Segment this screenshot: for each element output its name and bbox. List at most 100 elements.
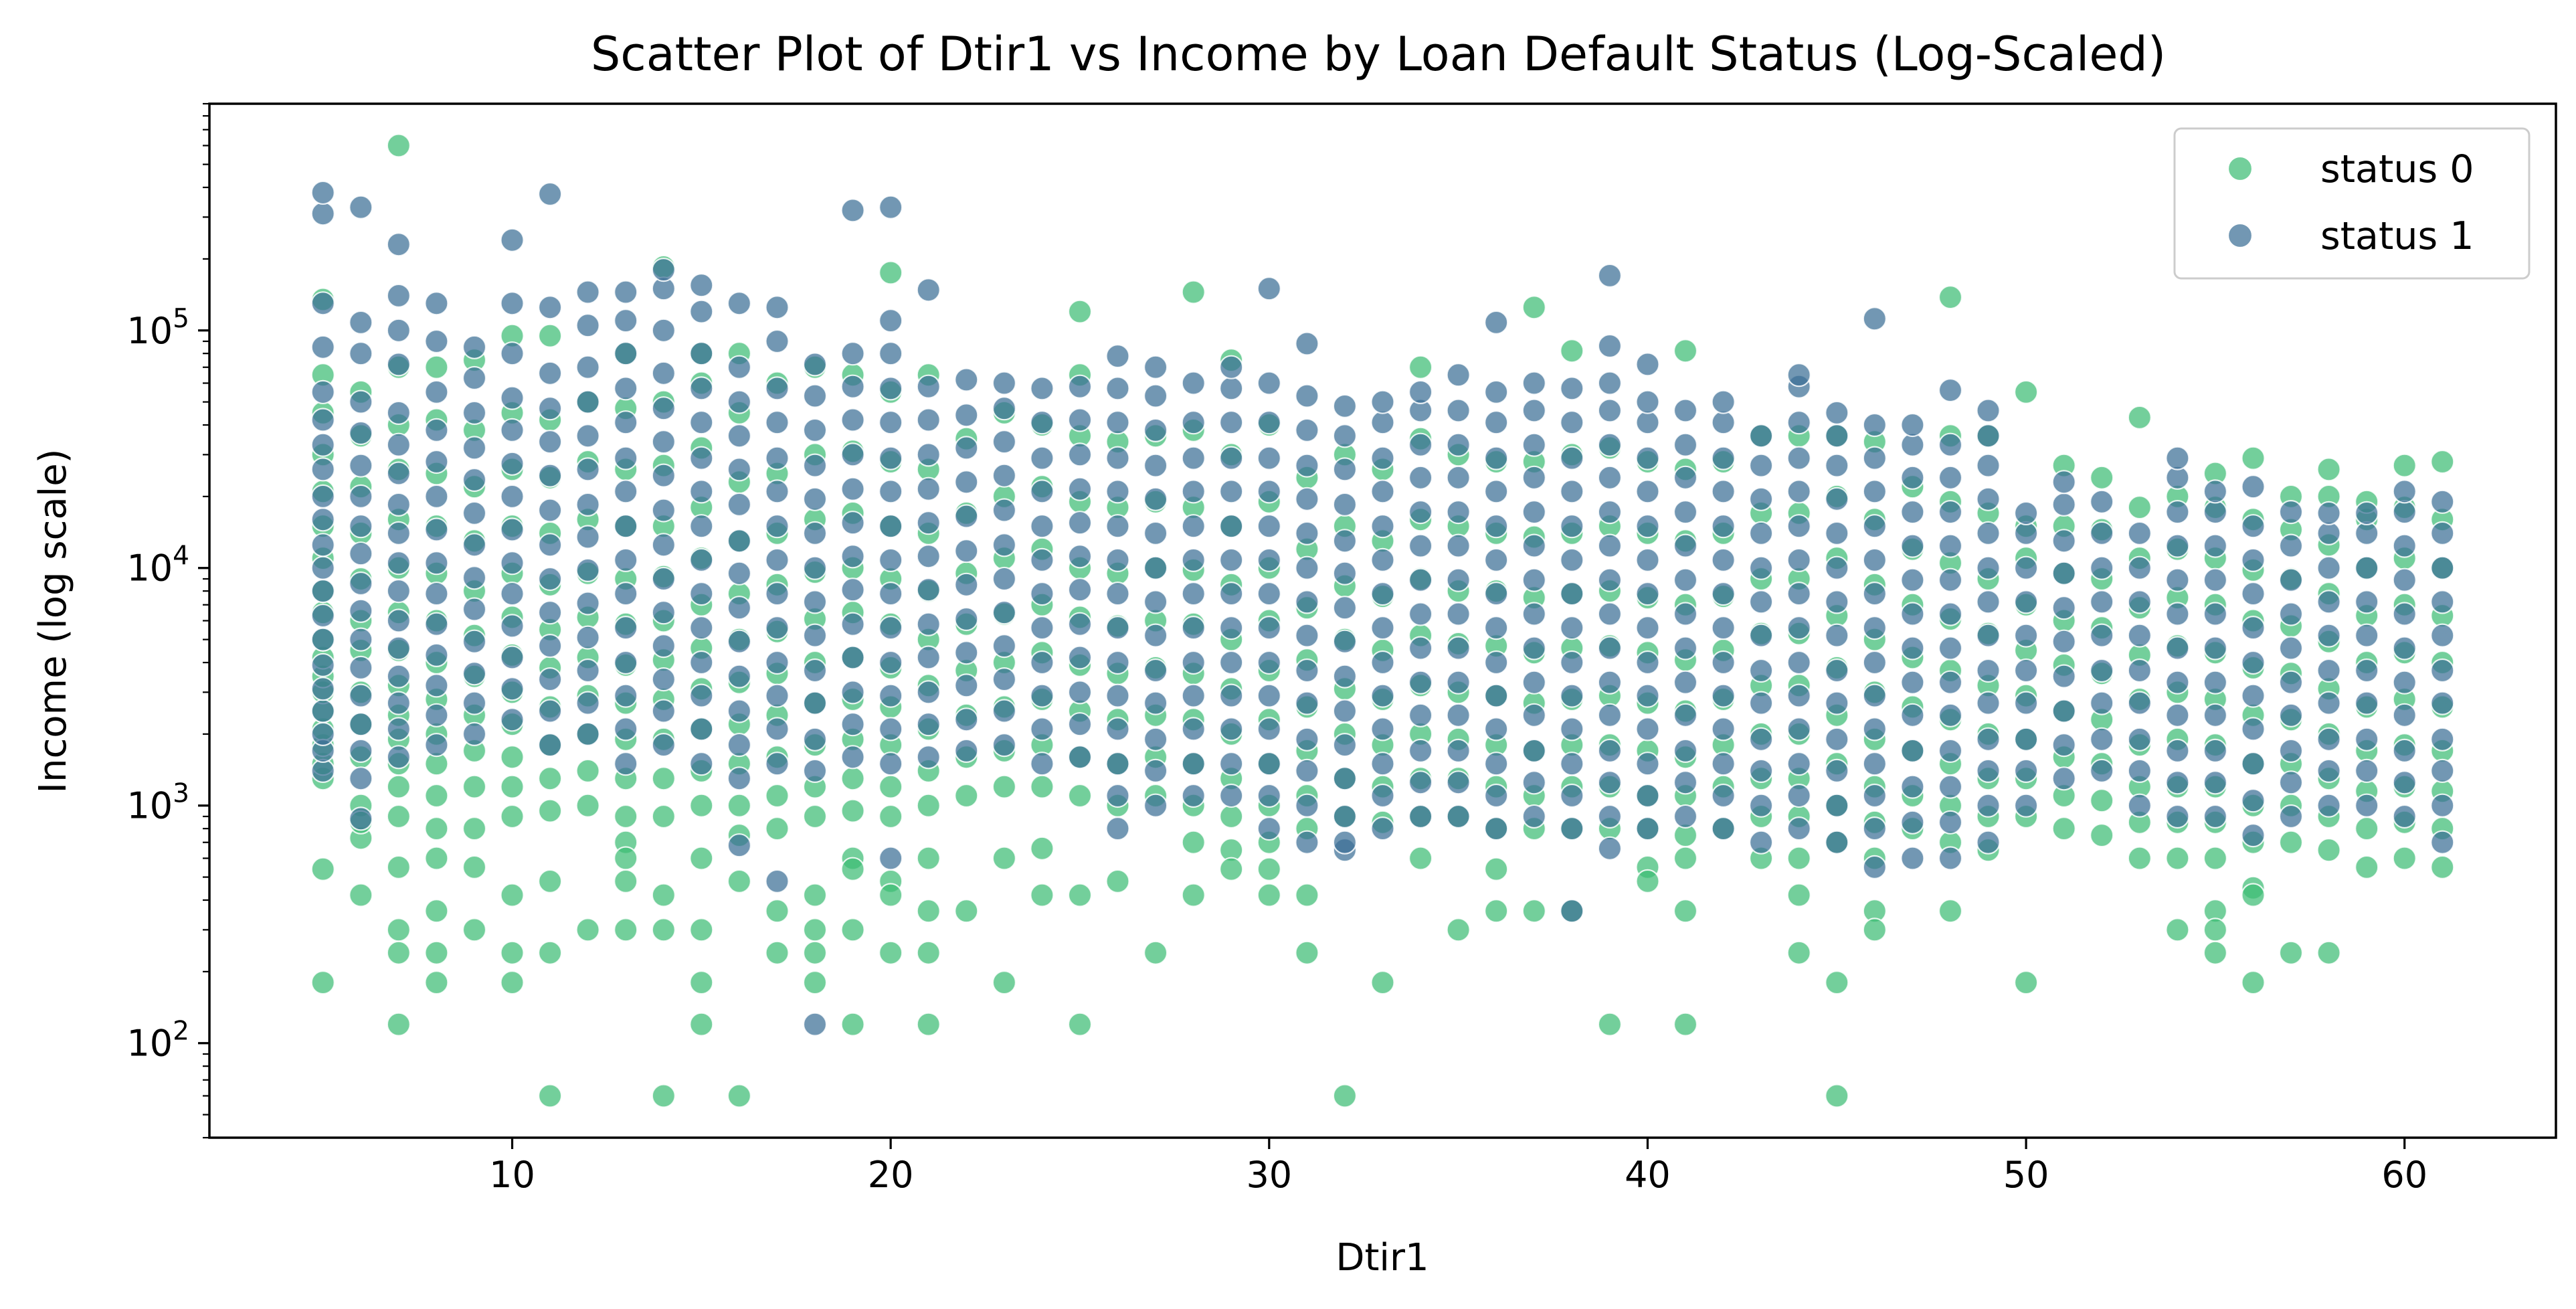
- data-point: [424, 291, 449, 316]
- data-point: [424, 703, 449, 727]
- data-point: [1370, 717, 1395, 741]
- data-point: [1938, 285, 1963, 310]
- data-point: [1560, 816, 1584, 841]
- data-point: [689, 717, 714, 741]
- data-point: [1900, 568, 1925, 592]
- data-point: [1976, 521, 2001, 546]
- data-point: [1560, 783, 1584, 808]
- data-point: [424, 846, 449, 871]
- data-point: [1105, 816, 1130, 841]
- data-point: [1219, 857, 1244, 881]
- data-point: [1408, 355, 1433, 379]
- data-point: [1332, 664, 1358, 689]
- data-point: [1030, 836, 1054, 861]
- data-point: [1825, 691, 1849, 715]
- data-point: [879, 717, 903, 741]
- data-point: [1825, 793, 1849, 818]
- data-point: [2241, 514, 2266, 539]
- data-point: [1257, 276, 1281, 301]
- data-point: [1711, 816, 1736, 841]
- data-point: [2392, 568, 2417, 592]
- data-point: [2278, 940, 2304, 965]
- data-point: [1786, 479, 1811, 504]
- data-point: [1825, 758, 1849, 784]
- data-point: [916, 578, 941, 602]
- data-point: [537, 396, 563, 421]
- data-point: [1522, 568, 1546, 592]
- data-point: [1257, 752, 1281, 776]
- data-point: [992, 371, 1017, 396]
- data-point: [1862, 752, 1887, 776]
- data-point: [802, 418, 828, 443]
- data-point: [500, 551, 525, 576]
- data-point: [1673, 636, 1698, 661]
- data-point: [1560, 581, 1584, 606]
- data-point: [689, 341, 714, 366]
- data-point: [386, 855, 411, 880]
- data-point: [651, 361, 676, 385]
- data-point: [1446, 432, 1471, 457]
- legend-box: [2173, 127, 2531, 280]
- data-point: [1560, 376, 1584, 401]
- data-point: [1257, 479, 1281, 504]
- x-tick-label: 20: [868, 1154, 914, 1196]
- data-point: [1825, 487, 1849, 511]
- data-point: [2316, 555, 2341, 580]
- data-point: [1181, 830, 1206, 855]
- data-point: [1332, 1083, 1358, 1108]
- data-point: [349, 683, 373, 708]
- data-point: [1370, 970, 1395, 995]
- data-point: [2278, 770, 2304, 795]
- data-point: [1257, 581, 1281, 606]
- data-point: [1597, 465, 1622, 490]
- data-point: [310, 555, 335, 580]
- data-point: [1446, 918, 1471, 942]
- data-point: [1635, 717, 1660, 741]
- data-point: [310, 180, 335, 205]
- data-point: [2127, 405, 2152, 430]
- data-point: [1825, 727, 1849, 752]
- data-point: [1446, 465, 1471, 490]
- data-point: [1257, 410, 1281, 435]
- data-point: [2316, 727, 2341, 752]
- data-point: [614, 615, 638, 640]
- data-point: [349, 806, 373, 831]
- data-point: [1635, 683, 1660, 708]
- data-point: [2014, 658, 2039, 683]
- data-point: [1484, 650, 1509, 675]
- data-point: [1219, 650, 1244, 675]
- data-point: [1408, 738, 1433, 764]
- data-point: [310, 857, 335, 881]
- data-point: [614, 309, 638, 333]
- data-point: [651, 732, 676, 758]
- data-point: [765, 446, 790, 470]
- data-point: [840, 798, 865, 823]
- data-point: [2051, 529, 2076, 553]
- data-point: [765, 869, 790, 894]
- data-point: [2355, 623, 2379, 648]
- data-point: [1105, 479, 1130, 504]
- data-point: [1522, 703, 1546, 727]
- data-point: [1257, 783, 1281, 808]
- data-point: [1484, 310, 1509, 335]
- data-point: [349, 389, 373, 414]
- data-point: [2316, 590, 2341, 614]
- data-point: [537, 1083, 563, 1108]
- data-point: [2165, 804, 2190, 829]
- data-point: [310, 578, 335, 604]
- x-axis-label: Dtir1: [1336, 1236, 1429, 1280]
- data-point: [992, 667, 1017, 692]
- data-point: [1522, 804, 1546, 829]
- data-point: [614, 341, 638, 366]
- data-point: [1522, 770, 1546, 795]
- data-point: [1332, 492, 1358, 517]
- data-point: [651, 498, 676, 523]
- data-point: [2203, 670, 2227, 695]
- data-point: [1257, 371, 1281, 396]
- data-point: [2278, 703, 2304, 727]
- data-point: [2090, 521, 2114, 546]
- data-point: [840, 511, 865, 535]
- data-point: [1332, 561, 1358, 586]
- data-point: [727, 732, 752, 758]
- data-point: [349, 541, 373, 566]
